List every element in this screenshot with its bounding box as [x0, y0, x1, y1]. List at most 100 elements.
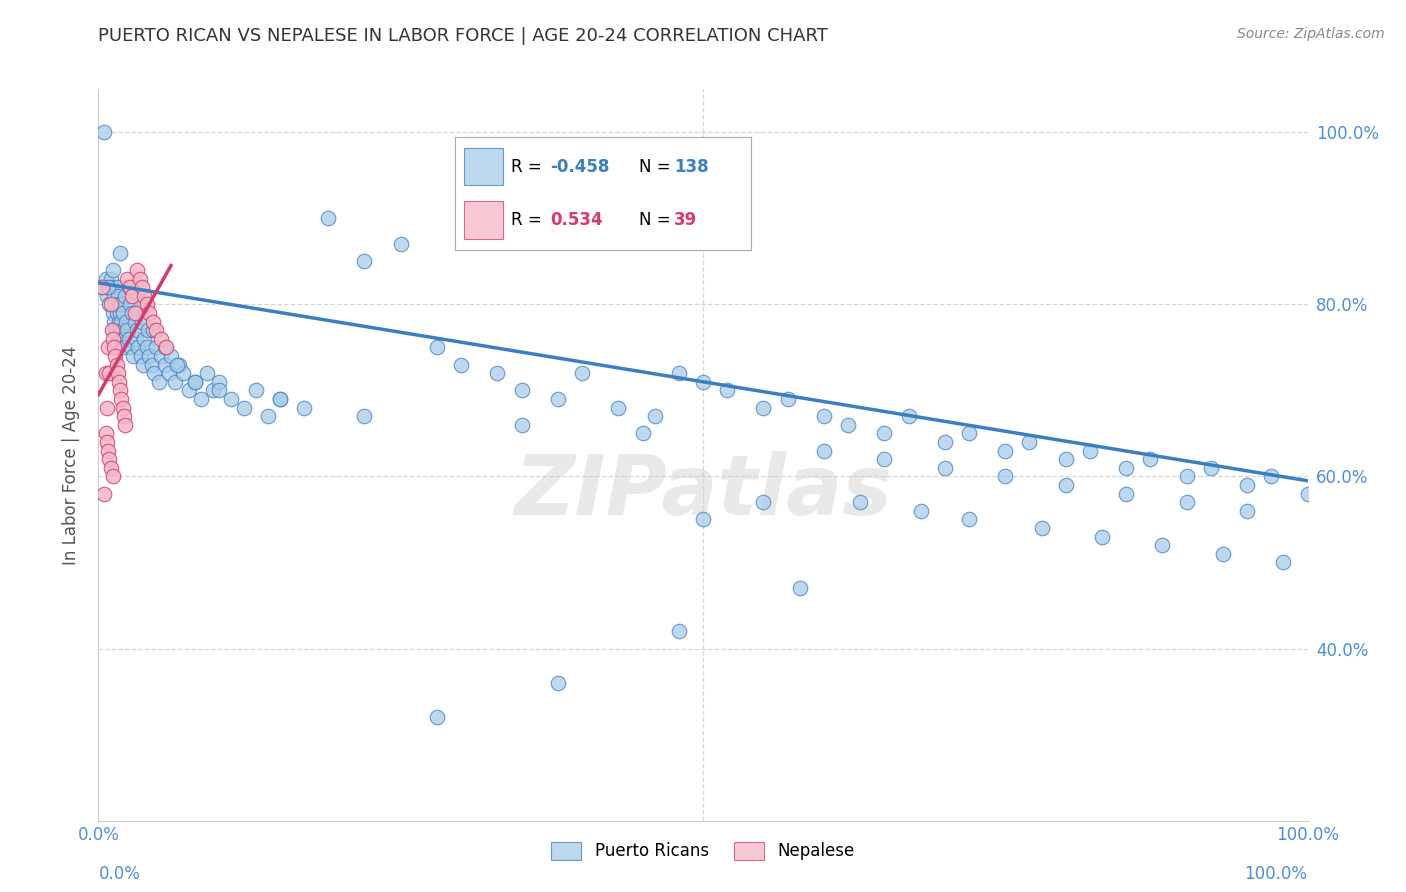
Point [118, 297, 141, 311]
Point [134, 289, 156, 303]
Point [1054, 478, 1077, 492]
Point [873, 452, 896, 467]
Point [789, 582, 811, 596]
Point [752, 401, 775, 415]
Point [96, 289, 118, 303]
Point [873, 426, 896, 441]
Point [103, 289, 125, 303]
Point [1199, 460, 1222, 475]
Point [426, 710, 449, 724]
Point [110, 314, 132, 328]
Point [1272, 556, 1295, 570]
Point [957, 426, 980, 441]
Point [112, 409, 135, 424]
Point [145, 323, 167, 337]
Point [150, 349, 173, 363]
Point [103, 340, 125, 354]
Point [108, 384, 131, 398]
Point [208, 375, 231, 389]
Point [105, 358, 128, 372]
Point [96, 401, 118, 415]
Point [292, 401, 315, 415]
Point [1018, 435, 1040, 450]
Point [115, 314, 138, 328]
Point [101, 332, 124, 346]
Point [108, 306, 131, 320]
Point [510, 417, 533, 432]
Point [631, 426, 654, 441]
Point [100, 280, 122, 294]
Point [114, 289, 136, 303]
Point [547, 676, 569, 690]
Point [108, 314, 131, 328]
Point [353, 254, 375, 268]
Text: PUERTO RICAN VS NEPALESE IN LABOR FORCE | AGE 20-24 CORRELATION CHART: PUERTO RICAN VS NEPALESE IN LABOR FORCE … [98, 27, 828, 45]
Point [107, 366, 129, 380]
Text: 0.0%: 0.0% [98, 864, 141, 882]
Point [127, 340, 149, 354]
Point [142, 323, 165, 337]
Point [994, 443, 1017, 458]
Point [184, 375, 207, 389]
Point [94, 366, 117, 380]
Point [776, 392, 799, 406]
Y-axis label: In Labor Force | Age 20-24: In Labor Force | Age 20-24 [62, 345, 80, 565]
Point [107, 332, 129, 346]
Point [668, 624, 690, 639]
Point [1296, 486, 1319, 500]
Point [110, 297, 132, 311]
Point [269, 392, 291, 406]
Point [849, 495, 872, 509]
Point [110, 392, 132, 406]
Point [221, 392, 243, 406]
Point [127, 263, 149, 277]
Point [692, 512, 714, 526]
Point [100, 271, 122, 285]
Point [118, 280, 141, 294]
Point [1115, 460, 1137, 475]
Point [163, 375, 186, 389]
Point [96, 435, 118, 450]
Point [813, 409, 835, 424]
Point [1175, 469, 1198, 483]
Point [111, 323, 134, 337]
Point [124, 306, 146, 320]
Point [1236, 478, 1258, 492]
Point [166, 358, 188, 372]
Point [1091, 530, 1114, 544]
Point [184, 375, 207, 389]
Point [644, 409, 666, 424]
Point [957, 512, 980, 526]
Point [125, 332, 148, 346]
Point [195, 366, 218, 380]
Point [389, 237, 412, 252]
Point [208, 384, 231, 398]
Point [98, 366, 121, 380]
Point [169, 358, 191, 372]
Point [101, 263, 124, 277]
Point [752, 495, 775, 509]
Point [131, 314, 153, 328]
Point [91, 280, 114, 294]
Point [128, 271, 150, 285]
Point [1054, 452, 1077, 467]
Point [910, 504, 932, 518]
Point [245, 384, 267, 398]
Point [111, 306, 134, 320]
Point [135, 297, 157, 311]
Text: ZIPatlas: ZIPatlas [515, 451, 891, 532]
Point [607, 401, 630, 415]
Point [108, 323, 131, 337]
Point [160, 349, 183, 363]
Point [190, 392, 212, 406]
Point [108, 375, 131, 389]
Point [100, 297, 122, 311]
Point [716, 384, 738, 398]
Point [150, 332, 173, 346]
Point [121, 306, 143, 320]
Point [117, 323, 139, 337]
Point [104, 323, 127, 337]
Point [135, 340, 157, 354]
Point [129, 349, 152, 363]
Point [132, 358, 155, 372]
